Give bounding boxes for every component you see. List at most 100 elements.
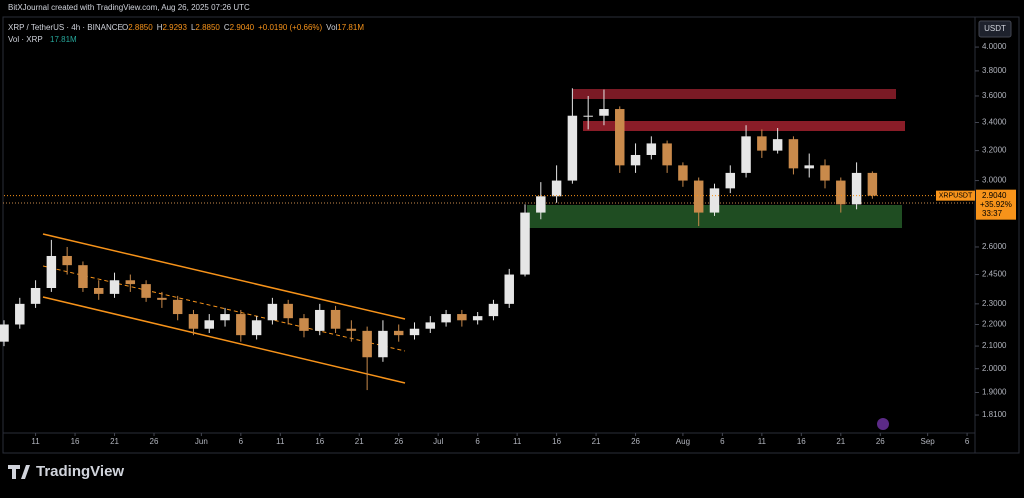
candle-body — [0, 324, 9, 342]
last-price-label: 2.9040 — [982, 191, 1007, 200]
candle-body — [267, 303, 278, 321]
y-tick-label: 2.3000 — [982, 299, 1007, 308]
chart-frame — [2, 16, 1020, 454]
candle-body — [378, 330, 388, 358]
candle-body — [236, 314, 246, 336]
channel-mid-line — [42, 265, 406, 352]
candle-body — [251, 320, 262, 336]
x-tick-label: 16 — [71, 437, 80, 446]
candle-body — [804, 165, 814, 169]
candle-body — [836, 180, 846, 205]
y-tick-label: 3.8000 — [982, 66, 1007, 75]
y-tick-label: 2.6000 — [982, 242, 1007, 251]
event-icon[interactable] — [877, 418, 889, 430]
candle-body — [172, 299, 183, 315]
x-tick-label: 21 — [355, 437, 364, 446]
candle-body — [283, 303, 293, 319]
y-tick-label: 1.8100 — [982, 410, 1007, 419]
candle-body — [472, 316, 483, 321]
x-tick-label: 26 — [631, 437, 640, 446]
y-tick-label: 3.2000 — [982, 146, 1007, 155]
candle-body — [393, 330, 404, 336]
candle-body — [630, 154, 641, 166]
change-label: +35.92% — [980, 200, 1012, 209]
y-tick-label: 2.4500 — [982, 270, 1007, 279]
candle-body — [646, 143, 657, 155]
quote-value: +0.0190 (+0.66%) — [258, 23, 322, 32]
candle-body — [551, 180, 562, 197]
x-tick-label: 16 — [552, 437, 561, 446]
y-tick-label: 2.2000 — [982, 320, 1007, 329]
candle-body — [30, 287, 41, 304]
symbol-tag — [936, 190, 975, 201]
candle-body — [330, 309, 341, 329]
candle-body — [615, 109, 625, 166]
candle-body — [125, 280, 136, 285]
candle-body — [678, 165, 688, 181]
quote-key: Vol — [326, 23, 337, 32]
channel-line — [42, 296, 406, 384]
candle-body — [820, 165, 830, 181]
x-tick-label: Jun — [195, 437, 208, 446]
resistance-zone — [573, 89, 896, 99]
candle-body — [757, 136, 767, 151]
candle-body — [536, 196, 546, 213]
quote-key: H — [157, 23, 163, 32]
quote-key: O — [122, 23, 128, 32]
resistance-zone — [583, 121, 905, 131]
x-tick-label: Sep — [921, 437, 936, 446]
currency-button[interactable] — [978, 20, 1012, 38]
brand-logo — [8, 465, 30, 479]
candle-body — [362, 330, 372, 358]
candle-body — [441, 314, 451, 323]
candle-body — [867, 172, 878, 196]
quote-value: 2.8850 — [195, 23, 220, 32]
y-tick-label: 2.0000 — [982, 364, 1007, 373]
x-tick-label: Aug — [676, 437, 690, 446]
x-tick-label: 6 — [720, 437, 725, 446]
candle-body — [62, 255, 72, 266]
quote-value: 2.9293 — [162, 23, 187, 32]
credit: BitXJournal created with TradingView.com… — [8, 3, 250, 12]
candle-body — [583, 115, 593, 117]
candle-body — [220, 314, 230, 321]
y-tick-label: 2.1000 — [982, 341, 1007, 350]
brand: TradingView — [36, 463, 124, 480]
candle-body — [204, 320, 214, 329]
price-tag — [976, 189, 1016, 220]
x-tick-label: 26 — [394, 437, 403, 446]
candle-body — [157, 297, 167, 300]
quote-key: C — [224, 23, 230, 32]
quote-value: 2.9040 — [230, 23, 255, 32]
y-tick-label: 3.0000 — [982, 176, 1007, 185]
x-tick-label: 26 — [150, 437, 159, 446]
y-tick-label: 4.0000 — [982, 42, 1007, 51]
candle-body — [188, 314, 199, 329]
candle-body — [109, 280, 120, 294]
y-tick-label: 3.4000 — [982, 118, 1007, 127]
quote-key: L — [191, 23, 196, 32]
candle-body — [78, 265, 88, 288]
x-tick-label: Jul — [433, 437, 443, 446]
x-tick-label: 21 — [110, 437, 119, 446]
x-tick-label: 11 — [31, 437, 40, 446]
candle-body — [772, 139, 783, 151]
y-tick-label: 1.9000 — [982, 388, 1007, 397]
volume-label: Vol · XRP — [8, 35, 43, 44]
quote: O 2.8850 H 2.9293 L 2.8850 C 2.9040 +0.0190 (+0.… — [122, 23, 364, 32]
candle-body — [46, 255, 57, 288]
candle-body — [788, 139, 799, 169]
symbol: XRP / TetherUS · 4h · BINANCE — [8, 23, 123, 32]
currency: USDT — [984, 24, 1006, 33]
candle-body — [741, 136, 751, 173]
x-tick-label: 21 — [592, 437, 601, 446]
x-tick-label: 6 — [475, 437, 480, 446]
candle-body — [520, 212, 530, 275]
candle-body — [851, 172, 862, 205]
support-zone — [527, 205, 902, 228]
candle-body — [315, 309, 325, 331]
x-tick-label: 26 — [876, 437, 885, 446]
quote-value: 2.8850 — [128, 23, 153, 32]
candle-body — [15, 303, 25, 325]
